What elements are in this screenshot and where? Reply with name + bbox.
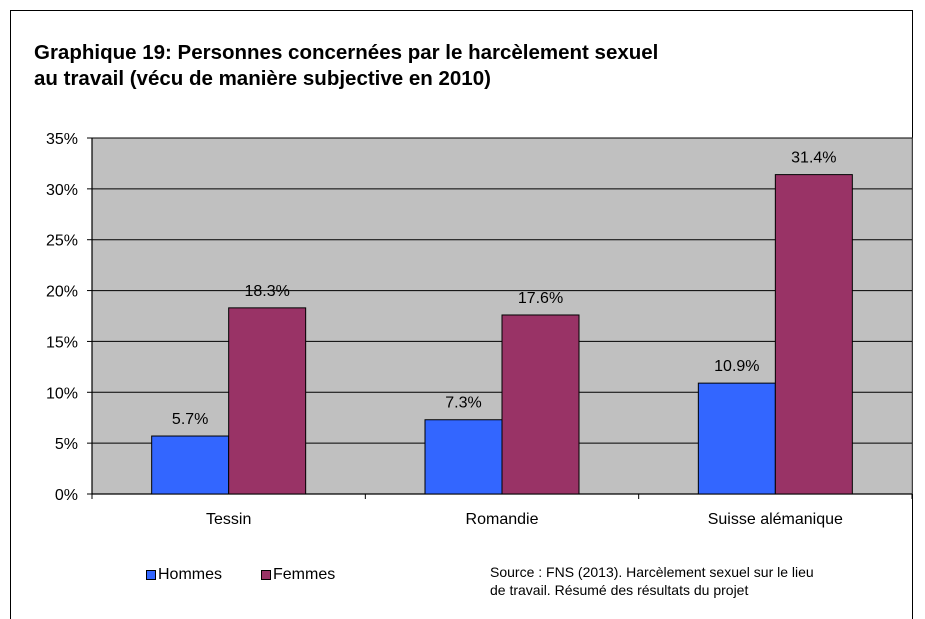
y-tick-label: 5% [55, 436, 78, 453]
y-tick-label: 15% [46, 334, 78, 351]
data-label-hommes-0: 5.7% [172, 411, 208, 428]
bar-hommes-1 [424, 419, 503, 495]
chart-title-line-1: Graphique 19: Personnes concernées par l… [34, 41, 659, 64]
y-tick-label: 25% [46, 233, 78, 250]
legend-label-femmes: Femmes [273, 566, 336, 583]
bar-femmes-0 [228, 307, 307, 495]
x-tick-label: Romandie [466, 511, 539, 528]
x-tick-label: Tessin [206, 511, 251, 528]
y-tick-label: 0% [55, 487, 78, 504]
legend-label-hommes: Hommes [158, 566, 223, 583]
legend-swatch-femmes [261, 570, 271, 580]
data-label-hommes-2: 10.9% [714, 358, 759, 375]
data-label-hommes-1: 7.3% [445, 395, 481, 412]
y-tick-label: 10% [46, 385, 78, 402]
chart-title-line-2: au travail (vécu de manière subjective e… [34, 67, 491, 90]
source-line-1: Source : FNS (2013). Harcèlement sexuel … [490, 564, 814, 580]
bar-femmes-1 [501, 314, 580, 495]
source-note: Source : FNS (2013). Harcèlement sexuel … [490, 563, 910, 599]
bar-femmes-2 [774, 174, 853, 495]
legend-item-femmes: Femmes [261, 566, 335, 584]
legend-swatch-hommes [146, 570, 156, 580]
chart-title: Graphique 19: Personnes concernées par l… [34, 40, 854, 92]
y-tick-label: 30% [46, 182, 78, 199]
bar-hommes-0 [151, 435, 230, 495]
y-tick-label: 20% [46, 284, 78, 301]
data-label-femmes-2: 31.4% [791, 150, 836, 167]
x-tick-label: Suisse alémanique [708, 511, 843, 528]
y-tick-label: 35% [46, 131, 78, 148]
data-label-femmes-1: 17.6% [518, 290, 563, 307]
legend-item-hommes: Hommes [146, 566, 222, 584]
bar-hommes-2 [697, 382, 776, 495]
data-label-femmes-0: 18.3% [244, 283, 289, 300]
source-line-2: de travail. Résumé des résultats du proj… [490, 582, 749, 598]
